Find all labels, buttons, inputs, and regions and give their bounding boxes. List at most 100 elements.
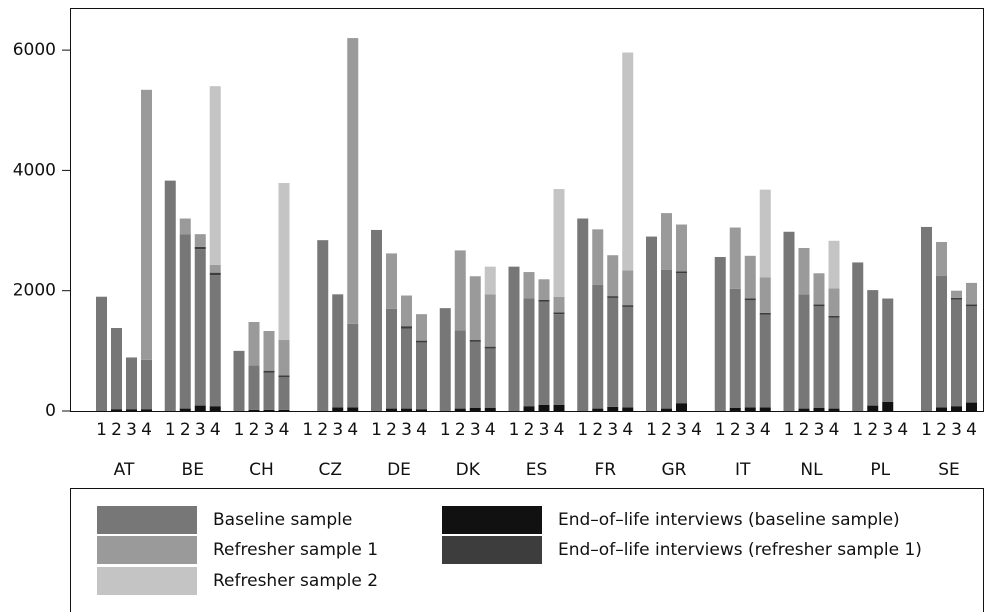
bar-segment [714, 257, 726, 411]
bar-segment [783, 231, 795, 411]
bar-segment [469, 276, 481, 341]
bar-segment [867, 290, 879, 406]
group-label: CZ [318, 460, 342, 480]
x-tick-label: 1 [852, 420, 863, 440]
bar-segment [966, 306, 977, 403]
group-label: IT [735, 460, 751, 480]
bar-segment [469, 407, 481, 411]
x-tick-label: 4 [485, 420, 496, 440]
bar-segment [951, 290, 962, 298]
bar-segment [951, 297, 962, 300]
x-tick-label: 1 [715, 420, 726, 440]
bar-segment [263, 372, 275, 410]
bar-segment [759, 314, 771, 408]
bar-segment [141, 409, 152, 411]
bar-segment [401, 326, 412, 329]
bar-segment [813, 273, 825, 305]
group-label: SE [938, 460, 960, 480]
bar-segment [813, 306, 825, 408]
bar-segment [454, 330, 466, 409]
x-tick-label: 1 [577, 420, 588, 440]
bar-segment [233, 350, 245, 411]
bar-segment [523, 298, 535, 407]
legend-box [70, 488, 984, 616]
legend-swatch [97, 506, 197, 534]
bar-segment [622, 270, 634, 306]
bar-segment [966, 402, 977, 411]
group-label: ES [526, 460, 548, 480]
bar-segment [936, 241, 947, 276]
bar-segment [828, 288, 840, 316]
group-label: PL [870, 460, 890, 480]
legend-swatch [442, 536, 542, 564]
bar-segment [416, 314, 427, 341]
bar-segment [538, 279, 550, 300]
bar-segment [951, 299, 962, 407]
x-tick-label: 3 [814, 420, 825, 440]
bar-segment [141, 359, 152, 410]
bar-segment [332, 407, 344, 411]
x-tick-label: 2 [661, 420, 672, 440]
bar-segment [622, 52, 634, 271]
bar-segment [371, 229, 382, 411]
group-label: CH [249, 460, 274, 480]
bar-segment [523, 272, 535, 299]
bar-segment [508, 266, 520, 411]
bar-segment [676, 403, 687, 411]
x-tick-label: 3 [745, 420, 756, 440]
bar-segment [278, 377, 290, 410]
bar-segment [248, 365, 260, 410]
bar-segment [661, 269, 672, 409]
bar-segment [416, 409, 427, 411]
x-tick-label: 4 [760, 420, 771, 440]
bar-segment [111, 409, 122, 411]
bar-segment [209, 275, 221, 407]
plot-frame [70, 8, 984, 412]
x-tick-label: 1 [96, 420, 107, 440]
group-label: BE [182, 460, 204, 480]
bar-segment [347, 407, 359, 411]
x-tick-label: 1 [302, 420, 313, 440]
bar-segment [141, 89, 152, 360]
bar-segment [386, 253, 397, 309]
bar-segment [759, 312, 771, 315]
bar-segment [744, 298, 756, 301]
bar-segment [209, 264, 221, 273]
legend-swatch [442, 506, 542, 534]
bar-segment [209, 406, 221, 411]
bar-segment [401, 295, 412, 327]
bar-segment [744, 407, 756, 411]
x-tick-label: 1 [371, 420, 382, 440]
x-tick-label: 4 [966, 420, 977, 440]
bar-segment [194, 234, 206, 247]
bar-segment [676, 224, 687, 272]
bar-segment [194, 249, 206, 406]
bar-segment [729, 227, 741, 289]
x-tick-label: 3 [470, 420, 481, 440]
bar-segment [126, 409, 137, 411]
bar-segment [194, 405, 206, 411]
x-tick-label: 3 [401, 420, 412, 440]
bar-segment [164, 180, 176, 411]
x-tick-label: 1 [784, 420, 795, 440]
bar-segment [813, 304, 825, 307]
x-tick-label: 2 [111, 420, 122, 440]
bar-segment [439, 308, 451, 411]
bar-segment [111, 327, 122, 410]
y-tick-label: 4000 [13, 160, 56, 180]
bar-segment [676, 271, 687, 274]
bar-segment [622, 306, 634, 408]
bar-segment [179, 408, 191, 411]
x-tick-label: 2 [936, 420, 947, 440]
bar-segment [416, 340, 427, 343]
x-tick-label: 3 [126, 420, 137, 440]
bar-segment [454, 408, 466, 411]
x-tick-label: 3 [264, 420, 275, 440]
bar-segment [646, 236, 657, 411]
bar-segment [951, 406, 962, 411]
x-tick-label: 4 [554, 420, 565, 440]
bar-segment [194, 246, 206, 250]
bar-segment [592, 284, 604, 409]
x-tick-label: 2 [799, 420, 810, 440]
